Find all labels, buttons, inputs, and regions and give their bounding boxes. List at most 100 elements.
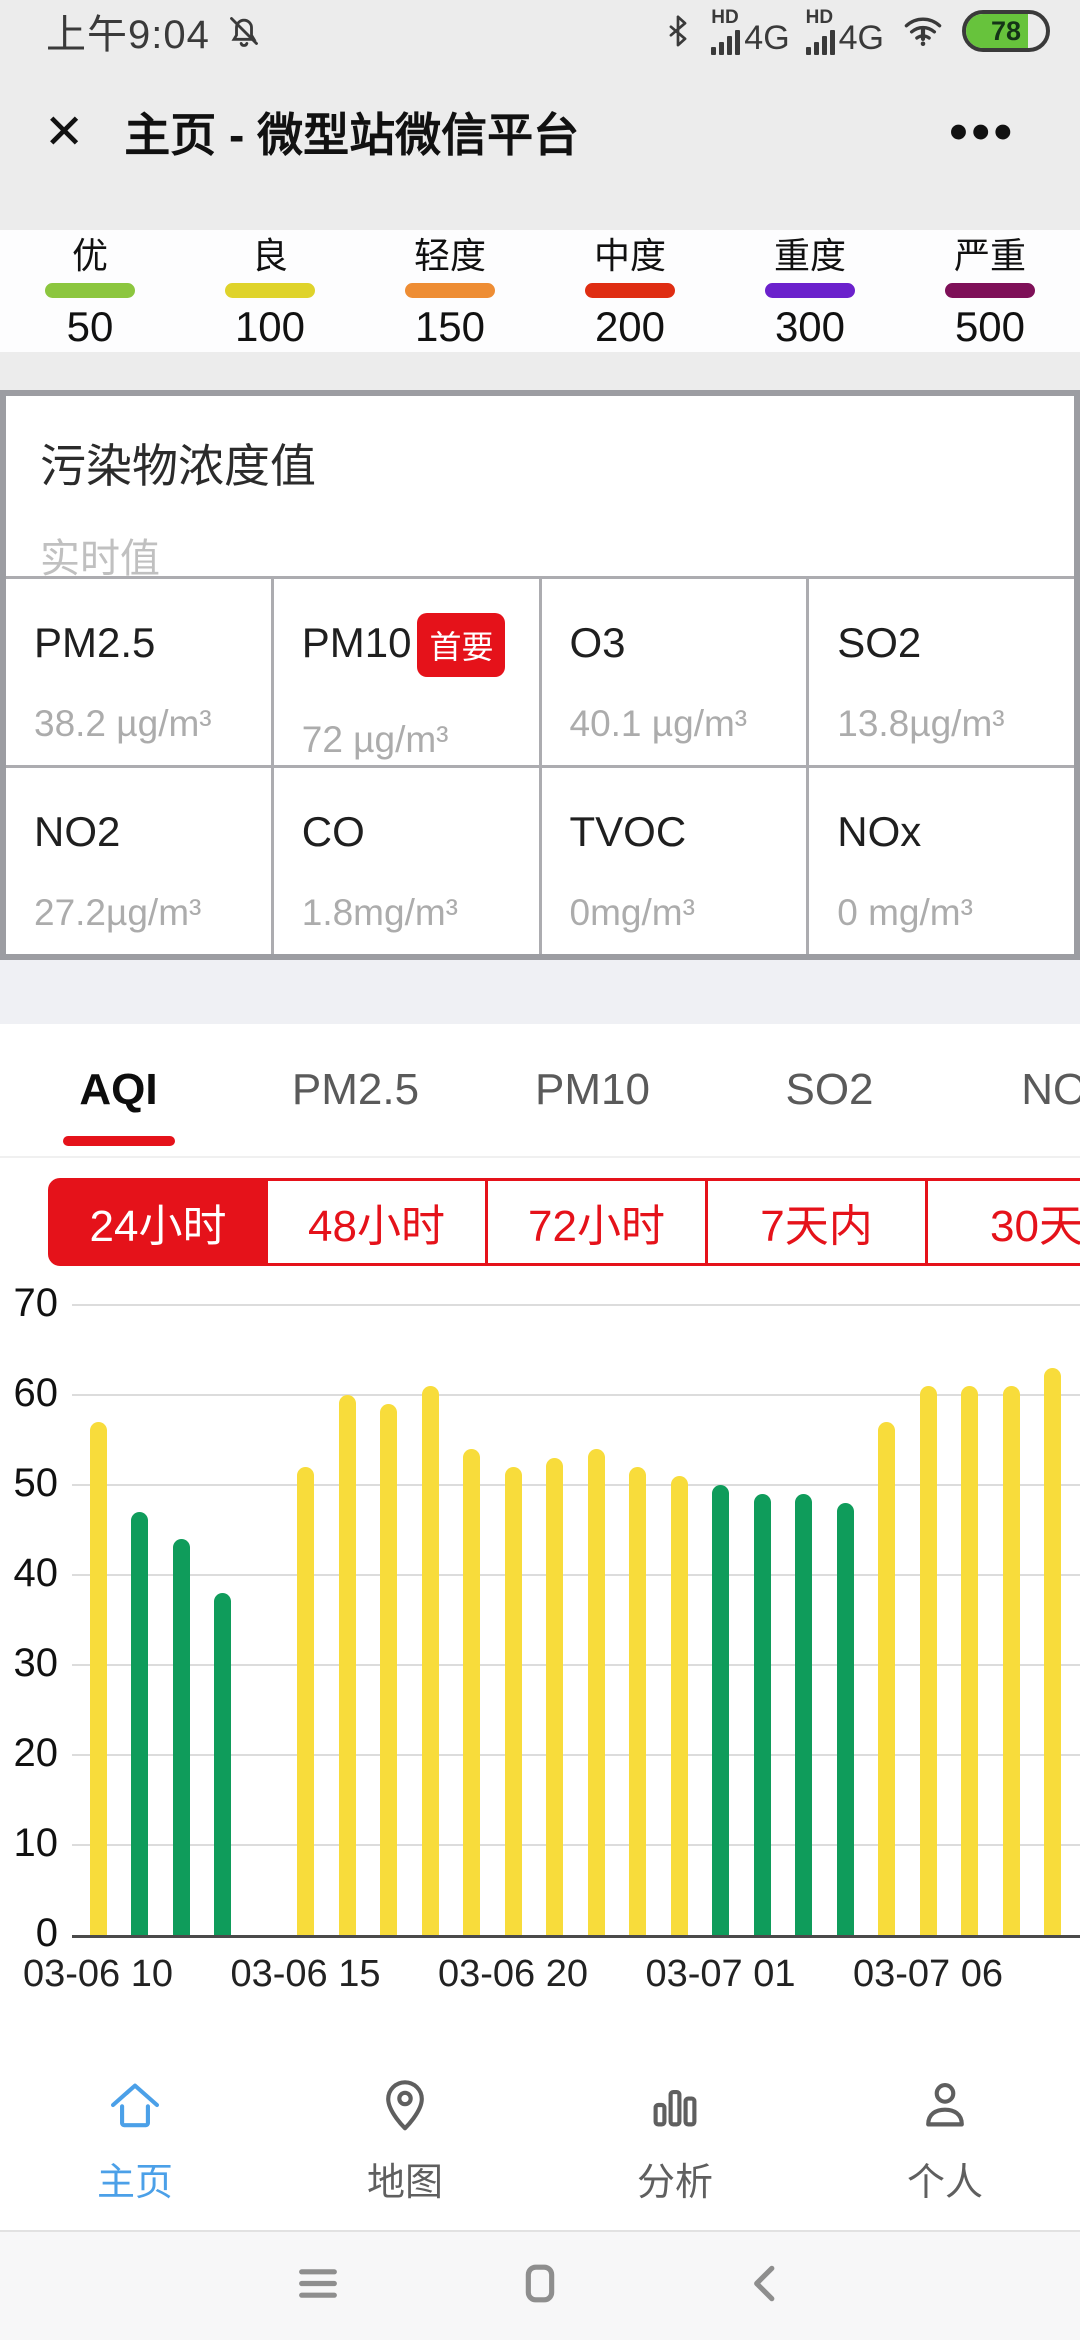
card-subtitle: 实时值 (40, 537, 160, 581)
aqi-bar[interactable] (546, 1458, 563, 1935)
level-color-swatch (585, 282, 675, 298)
map-pin-icon (374, 2074, 436, 2141)
aqi-bar[interactable] (338, 1395, 356, 1935)
aqi-level-legend: 优 50 良 100 轻度 150 中度 200 重度 300 严重 500 (0, 230, 1080, 352)
pollutant-cell-co: CO 1.8mg/m³ (273, 768, 539, 954)
y-axis-tick-label: 60 (13, 1371, 59, 1415)
pollutant-cell-pm10: PM10 首要 72 µg/m³ (273, 579, 539, 765)
range-48h-button[interactable]: 48小时 (268, 1178, 488, 1266)
aqi-bar[interactable] (629, 1467, 646, 1935)
aqi-bar[interactable] (836, 1503, 854, 1935)
bluetooth-icon (661, 11, 695, 51)
hd-volte-icon: HD (711, 6, 739, 28)
range-30d-button[interactable]: 30天 (928, 1178, 1080, 1266)
aqi-bar[interactable] (878, 1422, 895, 1935)
tab-pm25[interactable]: PM2.5 (291, 1065, 420, 1114)
nav-item-profile[interactable]: 个人 (810, 2050, 1080, 2230)
tab-aqi[interactable]: AQI (0, 1024, 237, 1156)
hd-volte-icon: HD (805, 6, 834, 28)
aqi-bar-chart: 0 10 20 30 40 50 60 70 03-06 10 03-06 15 03-06 20 0… (0, 1280, 1080, 2010)
legend-item-light: 轻度 150 (360, 236, 540, 352)
legend-item-moderate: 中度 200 (540, 236, 720, 352)
primary-pollutant-badge: 首要 (417, 613, 506, 677)
tab-pm10[interactable]: PM10 (535, 1065, 650, 1114)
x-axis-tick-label: 03-06 20 (437, 1953, 588, 1995)
aqi-bar[interactable] (919, 1386, 937, 1935)
person-icon (914, 2074, 976, 2141)
sim2-network-type: 4G (838, 18, 884, 57)
aqi-bar[interactable] (131, 1512, 148, 1935)
pollutant-cell-tvoc: TVOC 0mg/m³ (541, 768, 807, 954)
wifi-alert-icon (900, 10, 946, 52)
aqi-bar[interactable] (504, 1467, 522, 1935)
aqi-bar[interactable] (421, 1386, 439, 1935)
range-selector-row: 24小时 48小时 72小时 7天内 30天 (0, 1158, 1080, 1280)
aqi-bar[interactable] (961, 1386, 978, 1935)
gridline (72, 1304, 1080, 1306)
y-axis-tick-label: 10 (13, 1821, 59, 1865)
card-title: 污染物浓度值 (40, 440, 316, 492)
y-axis-tick-label: 0 (35, 1911, 58, 1955)
back-button[interactable] (738, 2256, 794, 2317)
aqi-bar[interactable] (753, 1494, 771, 1935)
pollutant-card: 污染物浓度值 实时值 PM2.5 38.2 µg/m³ PM10 首要 72 µg… (0, 390, 1080, 960)
battery-fill (966, 14, 1029, 48)
pollutant-cell-no2: NO2 27.2µg/m³ (6, 768, 271, 954)
level-color-swatch (405, 282, 495, 298)
battery-percent: 78 (990, 15, 1022, 46)
aqi-bar[interactable] (172, 1539, 190, 1935)
signal-bars-icon (805, 29, 835, 55)
range-7d-button[interactable]: 7天内 (708, 1178, 928, 1266)
home-nav-button[interactable] (512, 2256, 568, 2317)
pollutant-grid: PM2.5 38.2 µg/m³ PM10 首要 72 µg/m³ O3 40.1… (6, 576, 1074, 954)
legend-item-good: 良 100 (180, 236, 360, 352)
x-axis-line (72, 1935, 1080, 1938)
gridline (72, 1574, 1080, 1576)
sim2-signal: HD 4G (805, 6, 884, 57)
level-color-swatch (225, 282, 315, 298)
nav-item-analysis[interactable]: 分析 (540, 2050, 810, 2230)
range-button-group: 24小时 48小时 72小时 7天内 30天 (48, 1178, 1080, 1266)
y-axis-tick-label: 30 (13, 1641, 59, 1685)
aqi-bar[interactable] (795, 1494, 812, 1935)
page-title: 主页 - 微型站微信平台 (124, 109, 580, 161)
more-menu-icon[interactable]: ••• (949, 103, 1016, 161)
nav-item-map[interactable]: 地图 (270, 2050, 540, 2230)
aqi-bar[interactable] (463, 1449, 480, 1935)
aqi-bar[interactable] (297, 1467, 314, 1935)
range-24h-button[interactable]: 24小时 (48, 1178, 268, 1266)
aqi-bar[interactable] (89, 1422, 107, 1935)
spacer (0, 2010, 1080, 2050)
aqi-bar[interactable] (214, 1593, 231, 1935)
nav-item-home[interactable]: 主页 (0, 2050, 270, 2230)
battery-indicator: 78 (962, 10, 1050, 52)
tab-no2[interactable]: NO2 (1021, 1065, 1080, 1114)
pollutant-cell-nox: NOx 0 mg/m³ (809, 768, 1074, 954)
aqi-bar[interactable] (1002, 1386, 1020, 1935)
bar-chart-icon (644, 2074, 706, 2141)
legend-item-severe: 严重 500 (900, 236, 1080, 352)
aqi-bar[interactable] (1044, 1368, 1061, 1935)
tab-so2[interactable]: SO2 (785, 1065, 874, 1114)
menu-button[interactable] (290, 2256, 346, 2317)
level-color-swatch (945, 282, 1035, 298)
home-icon (104, 2074, 166, 2141)
x-axis-tick-label: 03-06 10 (22, 1953, 173, 1995)
pollutant-cell-pm25: PM2.5 38.2 µg/m³ (6, 579, 271, 765)
webview-header: ✕ 主页 - 微型站微信平台 ••• (0, 62, 1080, 230)
x-axis-tick-label: 03-07 06 (852, 1953, 1003, 1995)
range-72h-button[interactable]: 72小时 (488, 1178, 708, 1266)
aqi-bar[interactable] (380, 1404, 397, 1935)
signal-bars-icon (711, 29, 741, 55)
x-axis-tick-label: 03-07 01 (645, 1953, 796, 1995)
x-axis-tick-label: 03-06 15 (230, 1953, 381, 1995)
gridline (72, 1754, 1080, 1756)
level-color-swatch (765, 282, 855, 298)
aqi-bar[interactable] (587, 1449, 605, 1935)
legend-item-heavy: 重度 300 (720, 236, 900, 352)
close-icon[interactable]: ✕ (44, 106, 85, 159)
aqi-bar[interactable] (712, 1485, 729, 1935)
y-axis-tick-label: 70 (13, 1281, 59, 1325)
aqi-bar[interactable] (670, 1476, 688, 1935)
